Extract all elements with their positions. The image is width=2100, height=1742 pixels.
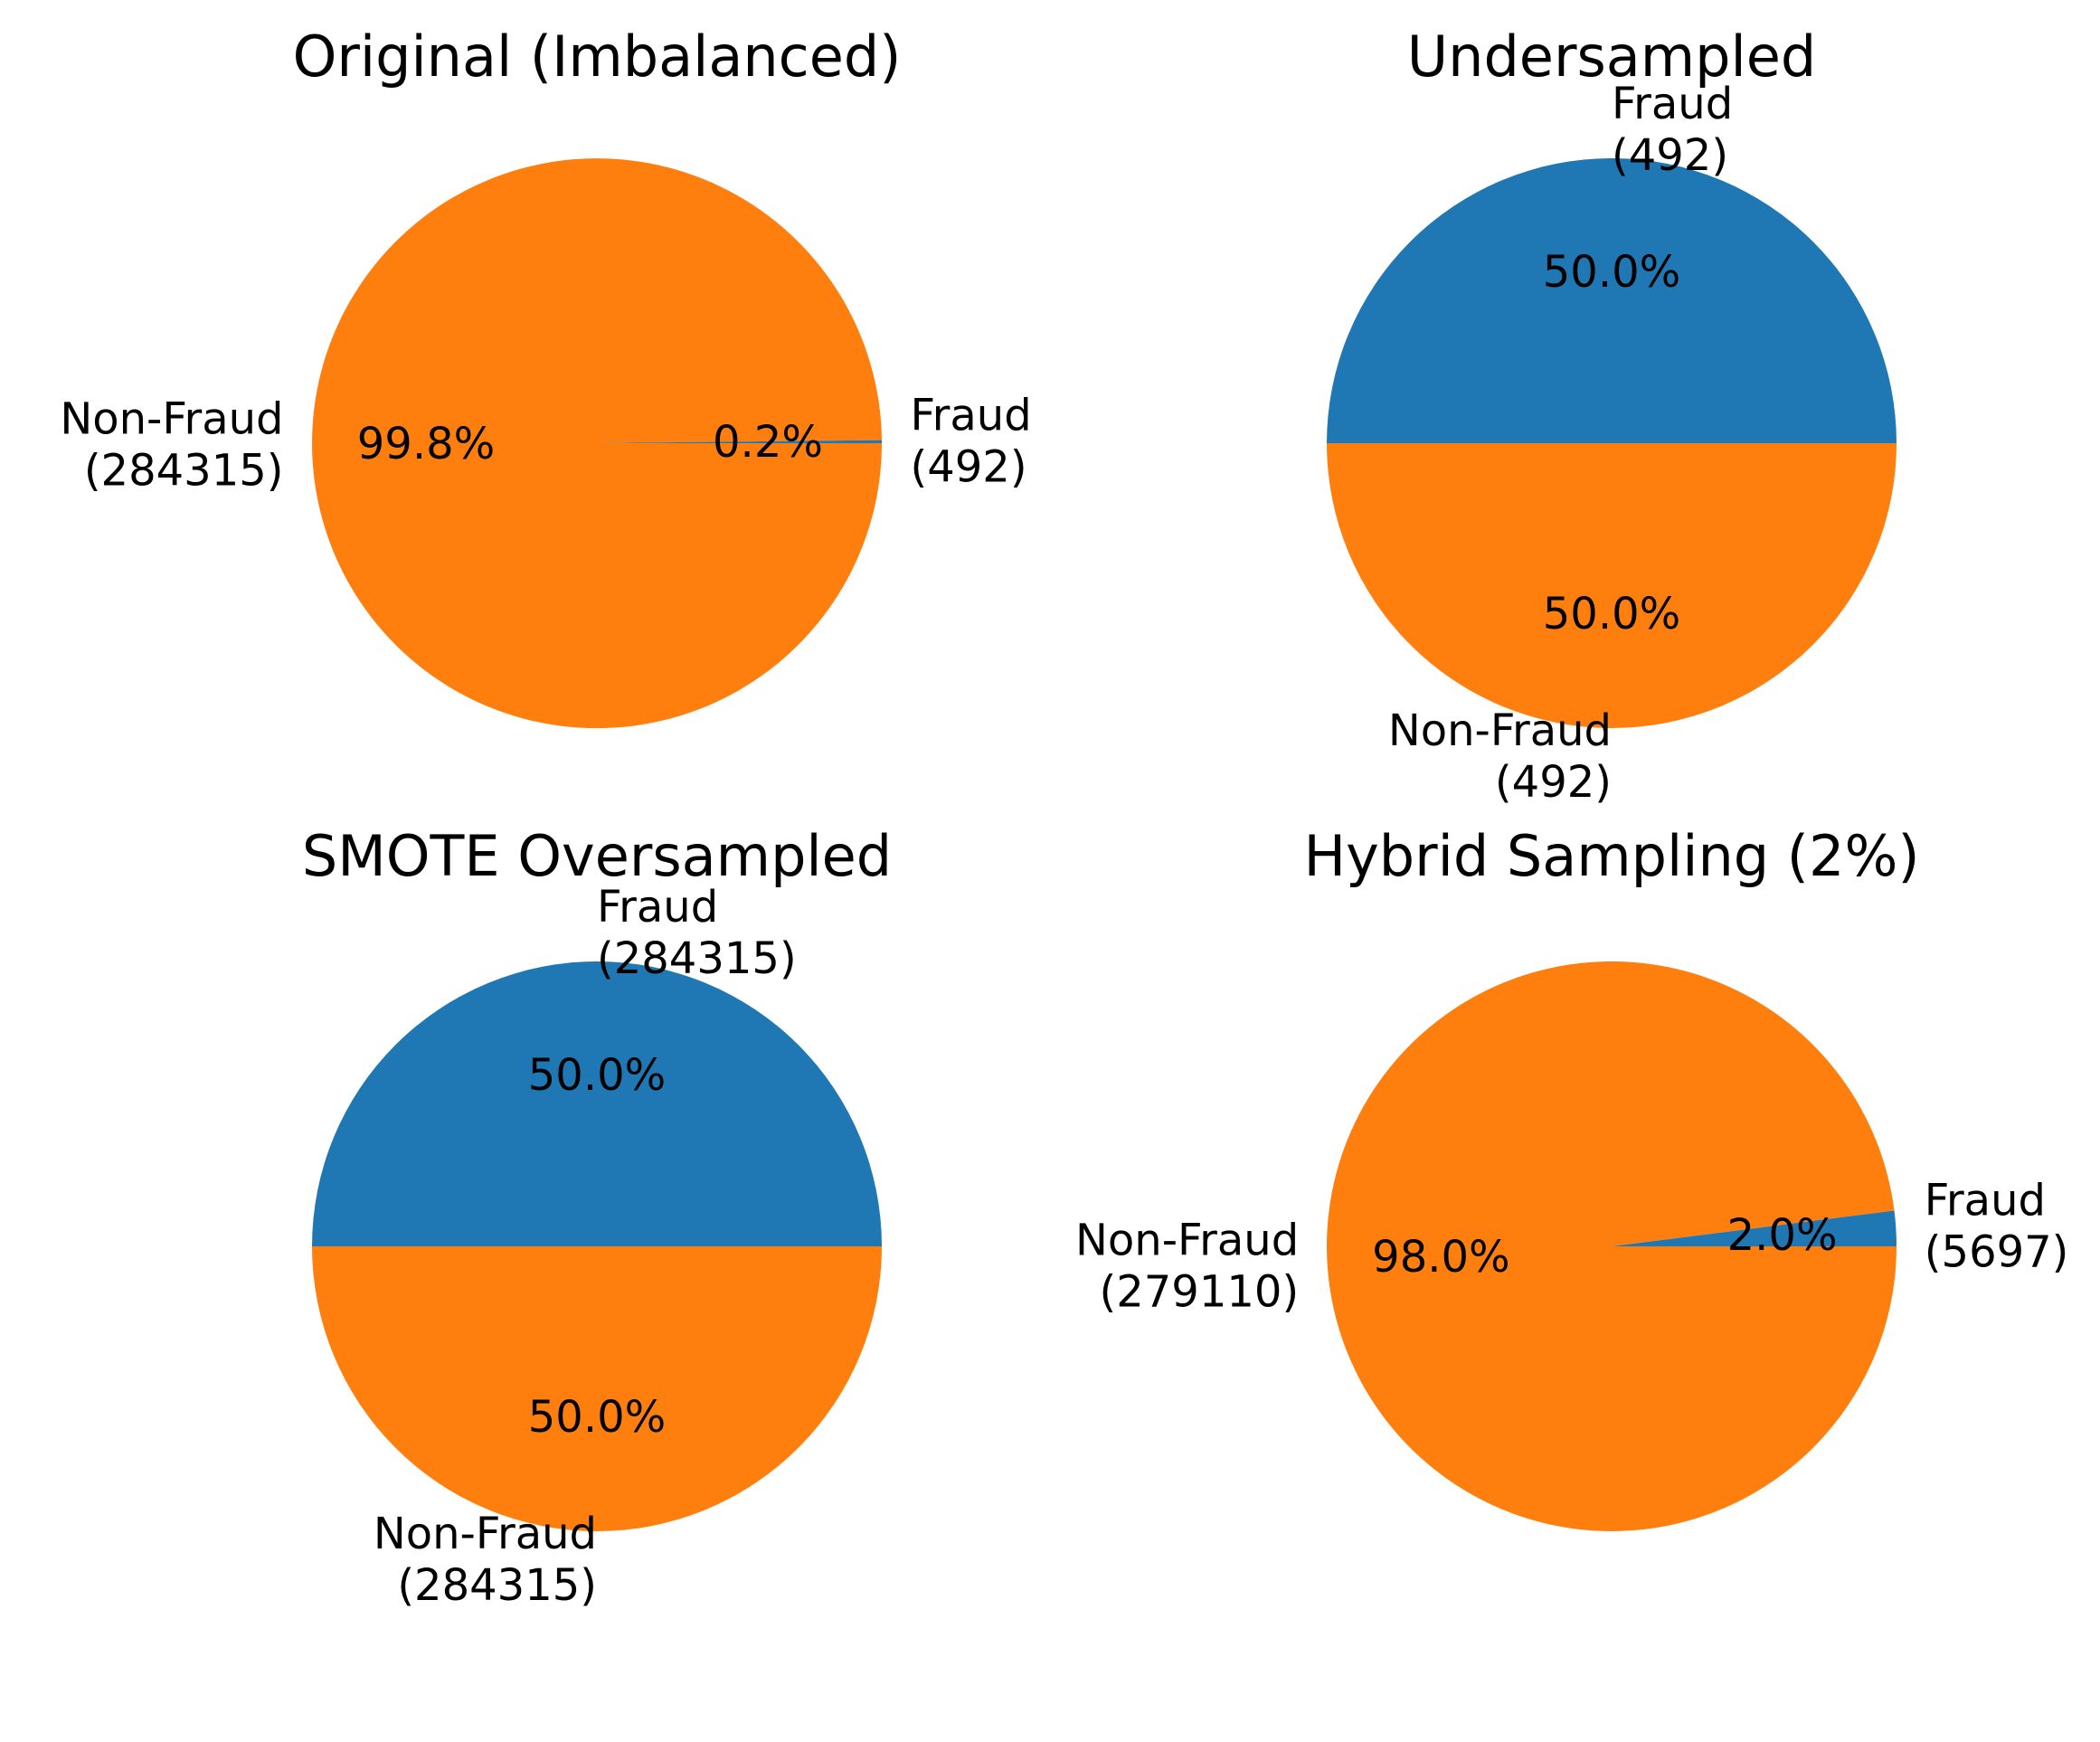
pie-chart-hybrid: Hybrid Sampling (2%) 2.0% Fraud (5697) 98.0… [1075,823,2068,1531]
slice-label-line-original-non-fraud-1: (284315) [84,445,284,496]
percent-label-hybrid-fraud: 2.0% [1727,1210,1838,1261]
chart-title-smote: SMOTE Oversampled [302,823,892,889]
slice-label-line-hybrid-non-fraud-0: Non-Fraud [1075,1215,1299,1265]
pie-slice-original-fraud [597,440,882,443]
slice-label-smote-non-fraud: Non-Fraud (284315) [374,1509,597,1611]
pie-slice-smote-non-fraud [312,1246,882,1531]
slice-label-original-non-fraud: Non-Fraud (284315) [60,393,283,496]
pie-slice-original-non-fraud [312,158,883,729]
pie-slice-hybrid-fraud [1612,1210,1897,1246]
pie-chart-undersampled: Undersampled 50.0%Fraud (492)50.0%Non-Fra… [1327,24,1897,808]
pie-slice-smote-fraud [312,961,882,1246]
slice-label-original-fraud: Fraud (492) [911,391,1032,493]
pie-chart-smote: SMOTE Oversampled 50.0%Fraud (284315)50.0… [302,823,892,1611]
slice-label-smote-fraud: Fraud (284315) [597,882,797,984]
pie-chart-original: Original (Imbalanced) 0.2% Fraud (492) 99.8… [60,24,1032,729]
slice-label-line-undersampled-fraud-0: Fraud [1612,79,1733,129]
pie-slice-undersampled-non-fraud [1327,443,1897,728]
percent-label-original-non-fraud: 99.8% [357,419,495,469]
slice-label-line-undersampled-fraud-1: (492) [1612,130,1728,181]
slice-label-undersampled-non-fraud: Non-Fraud (492) [1388,705,1612,808]
slice-label-line-hybrid-fraud-1: (5697) [1925,1227,2069,1278]
percent-label-undersampled-non-fraud: 50.0% [1543,589,1680,639]
percent-label-hybrid-non-fraud: 98.0% [1372,1232,1509,1283]
slice-label-line-original-fraud-1: (492) [911,442,1027,493]
percent-label-smote-non-fraud: 50.0% [528,1392,666,1443]
pie-slice-undersampled-fraud [1327,158,1897,443]
slice-label-line-smote-non-fraud-1: (284315) [397,1560,597,1611]
slice-label-hybrid-non-fraud: Non-Fraud (279110) [1075,1215,1299,1317]
chart-title-hybrid: Hybrid Sampling (2%) [1303,823,1919,889]
slice-label-line-hybrid-non-fraud-1: (279110) [1100,1266,1300,1317]
slice-label-line-undersampled-non-fraud-0: Non-Fraud [1388,705,1612,756]
percent-label-smote-fraud: 50.0% [528,1050,666,1101]
slice-label-line-smote-non-fraud-0: Non-Fraud [374,1509,597,1559]
chart-title-original: Original (Imbalanced) [293,24,902,90]
slice-label-line-smote-fraud-0: Fraud [597,882,718,933]
slice-label-hybrid-fraud: Fraud (5697) [1925,1176,2069,1278]
slice-label-line-undersampled-non-fraud-1: (492) [1495,757,1612,808]
percent-label-undersampled-fraud: 50.0% [1543,247,1680,298]
slice-label-undersampled-fraud: Fraud (492) [1612,79,1733,181]
slice-label-line-original-non-fraud-0: Non-Fraud [60,393,283,444]
slice-label-line-hybrid-fraud-0: Fraud [1925,1176,2046,1226]
chart-title-undersampled: Undersampled [1407,24,1816,90]
pie-slice-hybrid-non-fraud [1327,961,1897,1531]
percent-label-original-fraud: 0.2% [713,417,823,468]
slice-label-line-original-fraud-0: Fraud [911,391,1032,441]
slice-label-line-smote-fraud-1: (284315) [597,933,797,984]
